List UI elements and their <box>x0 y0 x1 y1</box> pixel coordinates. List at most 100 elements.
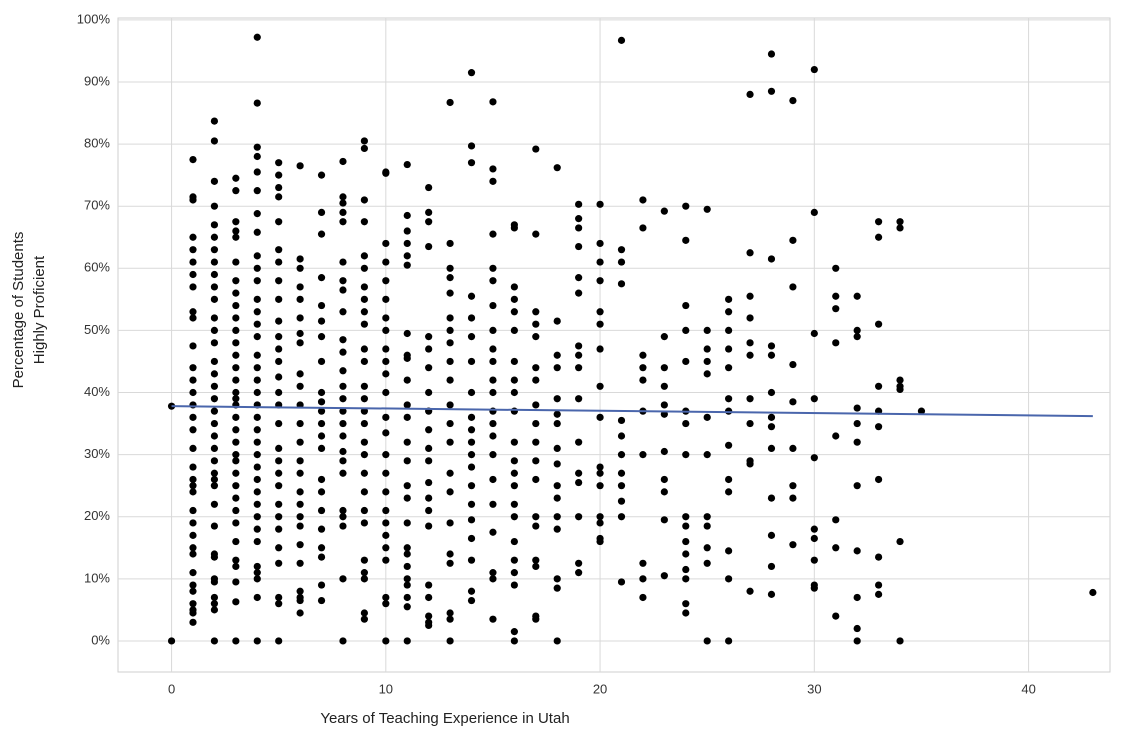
y-axis-title: Highly Proficient <box>31 255 48 364</box>
point <box>489 432 497 440</box>
point <box>553 444 561 453</box>
point <box>446 637 454 645</box>
point <box>789 236 797 244</box>
point <box>489 475 497 484</box>
point <box>360 218 368 226</box>
x-tick-label: 30 <box>807 681 821 696</box>
point <box>296 587 304 595</box>
point <box>575 478 583 487</box>
point <box>253 525 261 533</box>
point <box>189 581 197 589</box>
point <box>467 438 476 446</box>
point <box>275 159 283 167</box>
point <box>403 401 411 409</box>
point <box>446 519 454 527</box>
point <box>446 98 454 107</box>
point <box>232 218 240 226</box>
point <box>639 575 647 583</box>
point <box>510 500 518 508</box>
point <box>189 475 197 484</box>
point <box>660 488 668 496</box>
point <box>232 457 240 465</box>
point <box>232 233 240 241</box>
point <box>189 609 197 617</box>
point <box>253 388 261 397</box>
point <box>296 264 304 272</box>
point <box>575 513 583 521</box>
point <box>489 528 497 536</box>
point <box>275 183 283 192</box>
y-tick-label: 100% <box>77 11 111 26</box>
point <box>510 556 518 564</box>
point <box>639 451 647 459</box>
point <box>382 388 390 397</box>
point <box>339 308 347 316</box>
point <box>746 90 754 98</box>
point <box>253 364 261 372</box>
point <box>317 444 326 453</box>
point <box>382 506 390 515</box>
point <box>532 419 540 428</box>
point <box>317 475 326 484</box>
point <box>532 320 540 328</box>
point <box>467 69 476 77</box>
point <box>403 637 411 645</box>
point <box>553 494 561 502</box>
point <box>403 550 411 558</box>
point <box>532 562 540 571</box>
point <box>210 270 219 279</box>
point <box>189 488 197 496</box>
point <box>510 469 518 477</box>
point <box>810 556 818 564</box>
point <box>725 547 733 555</box>
point <box>382 469 390 477</box>
point <box>296 457 304 465</box>
point <box>360 264 368 272</box>
point <box>382 326 390 335</box>
point <box>275 258 283 266</box>
point <box>189 618 197 626</box>
point <box>339 286 347 294</box>
point <box>210 432 219 440</box>
point <box>532 475 540 484</box>
point <box>253 320 261 328</box>
point <box>275 357 283 366</box>
point <box>296 370 304 378</box>
point <box>660 516 668 524</box>
point <box>639 196 647 204</box>
point <box>446 314 454 322</box>
point <box>467 556 476 564</box>
point <box>489 419 497 428</box>
point <box>425 364 433 372</box>
point <box>232 174 240 182</box>
point <box>425 444 433 453</box>
point <box>596 308 604 316</box>
point <box>682 357 690 366</box>
point <box>403 160 411 169</box>
point <box>403 544 411 552</box>
y-tick-label: 50% <box>84 322 110 337</box>
point <box>875 382 883 390</box>
point <box>210 246 219 254</box>
point <box>617 469 626 477</box>
point <box>810 395 818 403</box>
point <box>275 333 283 341</box>
point <box>660 382 668 390</box>
point <box>210 500 219 508</box>
point <box>767 494 776 502</box>
point <box>467 516 476 524</box>
point <box>210 370 219 378</box>
point <box>682 522 690 530</box>
point <box>875 475 883 484</box>
point <box>510 376 518 384</box>
point <box>767 413 776 421</box>
point <box>553 513 561 521</box>
point <box>403 482 411 490</box>
point <box>275 457 283 465</box>
point <box>189 463 197 471</box>
point <box>425 478 433 487</box>
point <box>425 388 433 397</box>
point <box>446 419 454 428</box>
point <box>317 407 326 415</box>
